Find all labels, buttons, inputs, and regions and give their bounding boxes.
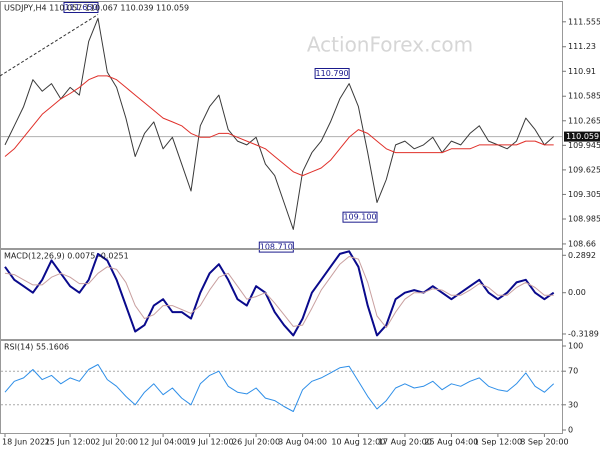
series-line [4,364,555,412]
panel-title: RSI(14) 55.1606 [4,343,69,352]
annotation-label: 109.100 [343,213,376,222]
y-tick-label: 111.555 [568,17,600,26]
x-tick-label: 2 Jul 20:00 [95,438,138,447]
y-tick-label: 0 [568,426,573,435]
series-line [4,75,554,177]
y-tick-label: 110.265 [568,116,600,125]
annotation-label: 108.710 [260,243,293,252]
x-tick-label: 18 Jun 2021 [2,438,50,447]
series-line [4,17,555,230]
y-tick-label: 109.945 [568,141,600,150]
panel-title: USDJPY,H4 110.057 110.067 110.039 110.05… [4,4,189,13]
y-tick-label: 70 [568,367,578,376]
annotation-label: 111.650 [64,3,97,12]
trendline [0,14,99,77]
y-tick-label: 108.66 [568,239,596,248]
y-tick-label: 110.585 [568,92,600,101]
x-tick-label: 19 Jul 12:00 [186,438,234,447]
y-tick-label: 0.2892 [568,251,596,260]
annotation-box [63,2,99,14]
x-tick-label: 10 Aug 12:00 [331,438,385,447]
x-tick-label: 25 Jun 12:00 [45,438,96,447]
annotation-box [342,211,378,223]
series-line [4,256,554,329]
y-tick-label: 108.985 [568,214,600,223]
annotation-box [314,67,350,79]
annotation-box [258,241,294,253]
panel-title: MACD(12,26,9) 0.0075 -0.0251 [4,252,129,261]
y-tick-label: 109.305 [568,190,600,199]
x-tick-label: 1 Sep 12:00 [474,438,522,447]
annotation-label: 110.790 [316,69,349,78]
x-tick-label: 17 Aug 20:00 [378,438,432,447]
y-tick-label: 30 [568,400,578,409]
x-tick-label: 8 Sep 20:00 [520,438,568,447]
x-tick-label: 26 Jul 20:00 [232,438,280,447]
series-line [4,250,555,337]
y-tick-label: -0.3189 [568,329,599,338]
y-tick-label: 110.91 [568,67,596,76]
x-tick-label: 25 Aug 04:00 [424,438,478,447]
x-tick-label: 3 Aug 04:00 [278,438,327,447]
x-tick-label: 12 Jul 04:00 [139,438,187,447]
last-price-label: 110.059 [566,132,599,141]
panel-frame [0,249,563,340]
panel-frame [0,340,563,434]
y-tick-label: 100 [568,342,583,351]
y-tick-label: 0.00 [568,288,586,297]
watermark: ActionForex.com [307,33,473,57]
y-tick-label: 109.625 [568,165,600,174]
y-tick-label: 111.23 [568,42,596,51]
last-price-box [564,131,600,142]
